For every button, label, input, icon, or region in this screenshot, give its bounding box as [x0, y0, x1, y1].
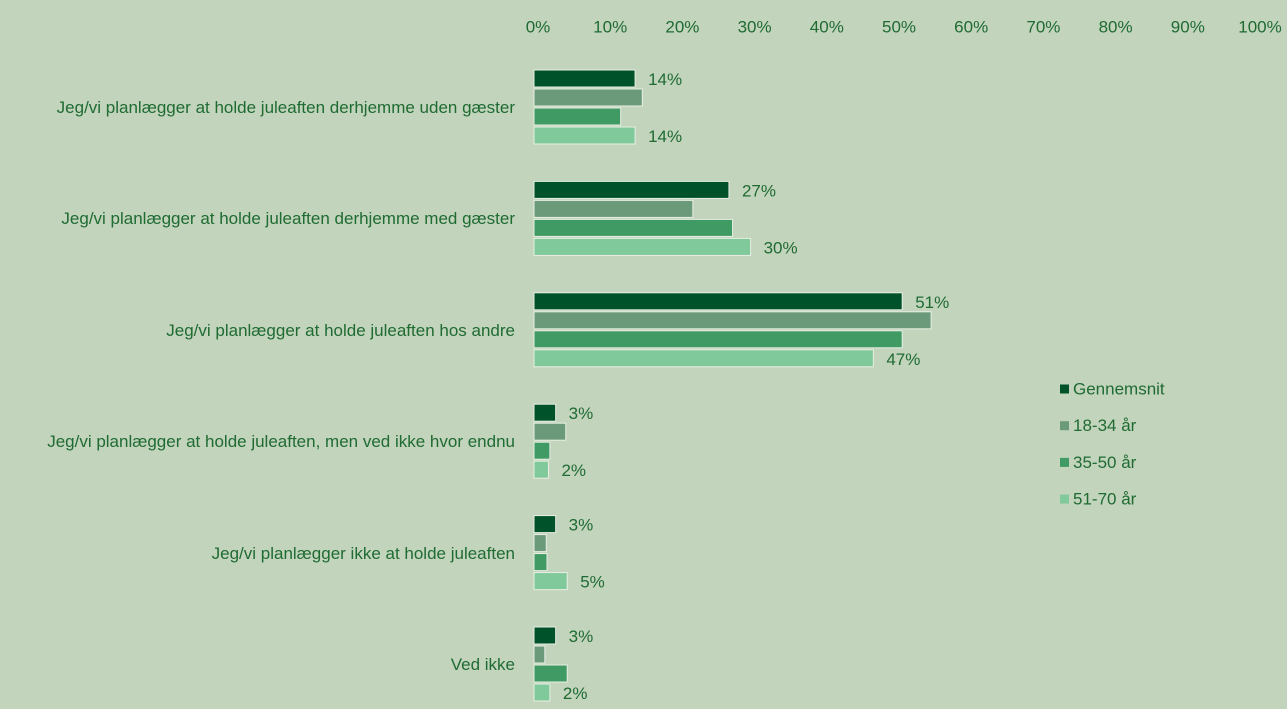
bar	[533, 403, 557, 422]
bar	[533, 330, 903, 349]
bar	[533, 645, 546, 664]
data-label: 14%	[648, 70, 682, 89]
legend-label: 51-70 år	[1073, 490, 1137, 509]
data-label: 3%	[569, 627, 594, 646]
bar	[533, 626, 557, 645]
legend-label: 35-50 år	[1073, 453, 1137, 472]
x-tick-label: 70%	[1026, 17, 1060, 36]
category-label: Jeg/vi planlægger at holde juleaften hos…	[166, 320, 515, 340]
x-tick-label: 100%	[1238, 17, 1281, 36]
bar	[533, 572, 568, 591]
category-label: Jeg/vi planlægger at holde juleaften der…	[61, 209, 515, 229]
x-tick-label: 50%	[882, 17, 916, 36]
bar	[533, 460, 549, 479]
data-label: 47%	[886, 350, 920, 369]
data-label: 3%	[569, 516, 594, 535]
legend-label: Gennemsnit	[1073, 379, 1165, 398]
bar	[533, 553, 548, 572]
data-label: 2%	[561, 461, 586, 480]
bar	[533, 349, 874, 368]
bar	[533, 218, 734, 237]
bar	[533, 292, 903, 311]
data-label: 27%	[742, 181, 776, 200]
x-tick-label: 80%	[1099, 17, 1133, 36]
category-label: Jeg/vi planlægger at holde juleaften der…	[56, 98, 515, 117]
data-label: 30%	[764, 238, 798, 257]
x-tick-label: 30%	[738, 17, 772, 36]
legend-swatch	[1060, 421, 1069, 431]
data-label: 51%	[915, 293, 949, 312]
data-label: 14%	[648, 127, 682, 146]
bar	[533, 311, 932, 330]
bar	[533, 88, 643, 107]
bar	[533, 441, 551, 460]
bar	[533, 199, 694, 218]
x-tick-label: 0%	[526, 17, 551, 36]
legend-swatch	[1060, 384, 1069, 394]
data-label: 2%	[563, 684, 588, 703]
data-label: 3%	[569, 404, 594, 423]
bar	[533, 515, 557, 534]
category-label: Jeg/vi planlægger at holde juleaften, me…	[47, 432, 515, 452]
x-tick-label: 10%	[593, 17, 627, 36]
bar	[533, 237, 752, 256]
bar	[533, 664, 568, 683]
category-label: Jeg/vi planlægger ikke at holde juleafte…	[211, 543, 515, 563]
legend-label: 18-34 år	[1073, 416, 1137, 435]
bar	[533, 69, 636, 88]
legend-swatch	[1060, 457, 1069, 467]
bar	[533, 126, 636, 145]
data-label: 5%	[580, 573, 605, 592]
x-tick-label: 90%	[1171, 17, 1205, 36]
bar	[533, 534, 547, 553]
bar	[533, 683, 551, 702]
bar	[533, 180, 730, 199]
bar	[533, 422, 567, 441]
x-tick-label: 60%	[954, 17, 988, 36]
x-tick-label: 40%	[810, 17, 844, 36]
legend-swatch	[1060, 494, 1069, 504]
category-label: Ved ikke	[450, 655, 515, 674]
x-tick-label: 20%	[665, 17, 699, 36]
bar	[533, 107, 622, 126]
